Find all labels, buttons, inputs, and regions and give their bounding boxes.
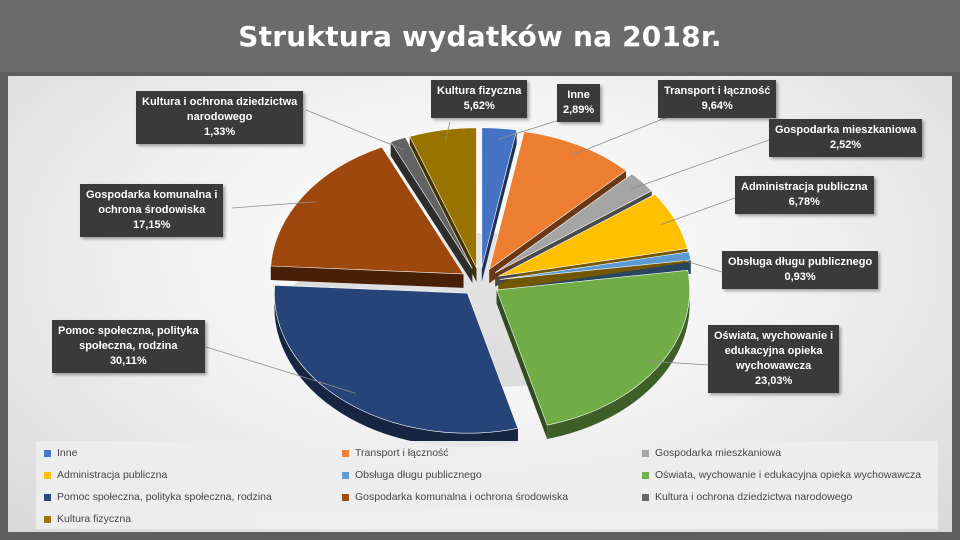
pie-slice-kultura-fizyczna <box>409 127 477 268</box>
leader-gospodarka-komunalna-i-ochrona-srodowiska <box>231 201 317 209</box>
callout-label-line: narodowego <box>186 111 253 123</box>
legend-swatch <box>642 493 649 501</box>
legend-label: Pomoc społeczna, polityka społeczna, rod… <box>57 491 272 503</box>
chart-title: Struktura wydatków na 2018r. <box>238 19 722 53</box>
callout-label-line: Administracja publiczna <box>741 181 868 193</box>
callout-label-line: społeczna, rodzina <box>79 340 178 352</box>
callout-gospodarka-mieszkaniowa: Gospodarka mieszkaniowa 2,52% <box>769 119 923 157</box>
legend-item-kultura-i-ochrona-dziedzictwa-narodowego: Kultura i ochrona dziedzictwa narodowego <box>642 491 852 503</box>
callout-label-line: Transport i łączność <box>664 85 771 97</box>
callout-administracja-publiczna: Administracja publiczna 6,78% <box>735 176 874 214</box>
legend-swatch <box>44 493 51 501</box>
callout-pomoc-spoleczna-polityka-spoleczna-rodzina: Pomoc społeczna, polityka społeczna, rodz… <box>52 320 205 373</box>
callout-inne: Inne 2,89% <box>557 84 601 122</box>
callout-label-line: edukacyjna opieka <box>724 345 823 357</box>
callout-value: 30,11% <box>109 355 147 367</box>
callout-value: 1,33% <box>204 126 236 138</box>
legend-label: Administracja publiczna <box>57 469 168 481</box>
callout-value: 6,78% <box>788 196 820 208</box>
callout-label-line: Obsługa długu publicznego <box>728 256 873 268</box>
pie-side-pomoc-spoleczna-polityka-spoleczna-rodzina <box>274 293 518 448</box>
pie-slices <box>270 127 692 434</box>
callout-gospodarka-komunalna-i-ochrona-srodowiska: Gospodarka komunalna i ochrona środowiska… <box>80 184 224 237</box>
callout-label-line: Gospodarka komunalna i <box>86 189 218 201</box>
callout-label-line: Oświata, wychowanie i <box>714 330 834 342</box>
callout-label-line: Kultura fizyczna <box>437 85 522 97</box>
pie-cut-inne-1 <box>481 129 517 282</box>
pie-slice-oswiata-wychowanie-i-edukacyjna-opieka-wychowawcza <box>496 269 690 426</box>
legend-label: Obsługa długu publicznego <box>355 469 482 481</box>
pie-slice-inne <box>481 127 518 268</box>
callout-value: 23,03% <box>754 375 793 387</box>
leader-obsluga-dlugu-publicznego <box>674 257 723 273</box>
legend-item-gospodarka-mieszkaniowa: Gospodarka mieszkaniowa <box>642 447 781 459</box>
callout-transport-i-lacznosc: Transport i łączność 9,64% <box>658 80 777 118</box>
legend-item-transport-i-lacznosc: Transport i łączność <box>342 447 449 459</box>
leader-administracja-publiczna <box>660 197 736 226</box>
pie-slice-gospodarka-mieszkaniowa <box>495 173 653 273</box>
pie-slice-administracja-publiczna <box>498 193 688 277</box>
legend-label: Gospodarka komunalna i ochrona środowisk… <box>355 491 569 503</box>
callout-obsluga-dlugu-publicznego: Obsługa długu publicznego 0,93% <box>722 251 879 289</box>
legend-swatch <box>642 449 649 457</box>
legend-swatch <box>44 449 51 457</box>
callout-value: 17,15% <box>133 219 171 231</box>
legend-item-gospodarka-komunalna-i-ochrona-srodowiska: Gospodarka komunalna i ochrona środowisk… <box>342 491 568 503</box>
legend-label: Inne <box>57 447 78 459</box>
callout-value: 0,93% <box>784 271 816 283</box>
pie-slice-gospodarka-komunalna-i-ochrona-srodowiska <box>270 146 465 275</box>
leader-kultura-fizyczna <box>444 121 451 142</box>
pie-cut-gospodarka-komunalna-i-ochrona-srodowiska-0 <box>270 266 464 288</box>
legend-item-pomoc-spoleczna-polityka-spoleczna-rodzina: Pomoc społeczna, polityka społeczna, rod… <box>44 491 272 503</box>
callout-label-line: Pomoc społeczna, polityka <box>58 325 199 337</box>
leader-pomoc-spoleczna-polityka-spoleczna-rodzina <box>205 346 356 394</box>
legend-swatch <box>44 471 51 479</box>
callout-label-line: ochrona środowiska <box>98 204 206 216</box>
pie-side-oswiata-wychowanie-i-edukacyjna-opieka-wychowawcza <box>547 289 690 440</box>
legend-item-oswiata-wychowanie-i-edukacyjna-opieka-wychowawcza: Oświata, wychowanie i edukacyjna opieka … <box>642 469 921 481</box>
callout-value: 5,62% <box>463 100 495 112</box>
legend-label: Kultura i ochrona dziedzictwa narodowego <box>655 491 853 503</box>
callout-label-line: Kultura i ochrona dziedzictwa <box>142 96 298 108</box>
legend-swatch <box>342 471 349 479</box>
legend: Inne Transport i łączność Gospodarka miesz… <box>36 441 938 529</box>
callout-label-line: Inne <box>567 89 590 101</box>
pie-slice-pomoc-spoleczna-polityka-spoleczna-rodzina <box>274 284 519 434</box>
callout-value: 2,52% <box>830 139 862 151</box>
leader-gospodarka-mieszkaniowa <box>630 139 770 190</box>
legend-swatch <box>342 493 349 501</box>
legend-item-kultura-fizyczna: Kultura fizyczna <box>44 513 131 525</box>
leader-kultura-i-ochrona-dziedzictwa-narodowego <box>305 109 405 151</box>
legend-swatch <box>44 515 51 523</box>
legend-swatch <box>642 471 649 479</box>
legend-item-inne: Inne <box>44 447 77 459</box>
callout-kultura-fizyczna: Kultura fizyczna 5,62% <box>431 80 528 118</box>
legend-label: Oświata, wychowanie i edukacyjna opieka … <box>655 469 922 481</box>
callout-value: 9,64% <box>701 100 733 112</box>
callout-kultura-i-ochrona-dziedzictwa-narodowego: Kultura i ochrona dziedzictwa narodowego 1… <box>136 91 304 144</box>
legend-label: Transport i łączność <box>355 447 449 459</box>
legend-swatch <box>342 449 349 457</box>
pie-cut-oswiata-wychowanie-i-edukacyjna-opieka-wychowawcza-1 <box>496 289 548 440</box>
legend-item-administracja-publiczna: Administracja publiczna <box>44 469 167 481</box>
callout-value: 2,89% <box>563 104 595 116</box>
callout-label-line: wychowawcza <box>736 360 812 372</box>
pie-slice-obsluga-dlugu-publicznego <box>499 251 692 280</box>
legend-item-obsluga-dlugu-publicznego: Obsługa długu publicznego <box>342 469 482 481</box>
leader-oswiata-wychowanie-i-edukacyjna-opieka-wychowawcza <box>644 360 709 366</box>
title-bar: Struktura wydatków na 2018r. <box>0 0 960 72</box>
pie-slice-transport-i-lacznosc <box>488 131 627 270</box>
pie-slice-kultura-i-ochrona-dziedzictwa-narodowego <box>390 136 473 269</box>
legend-label: Kultura fizyczna <box>57 513 132 525</box>
callout-oswiata-wychowanie-i-edukacyjna-opieka-wychowawcza: Oświata, wychowanie i edukacyjna opieka wy… <box>708 325 840 393</box>
pie-cut-kultura-i-ochrona-dziedzictwa-narodowego-0 <box>390 141 473 283</box>
legend-label: Gospodarka mieszkaniowa <box>655 447 782 459</box>
callout-label-line: Gospodarka mieszkaniowa <box>775 124 917 136</box>
